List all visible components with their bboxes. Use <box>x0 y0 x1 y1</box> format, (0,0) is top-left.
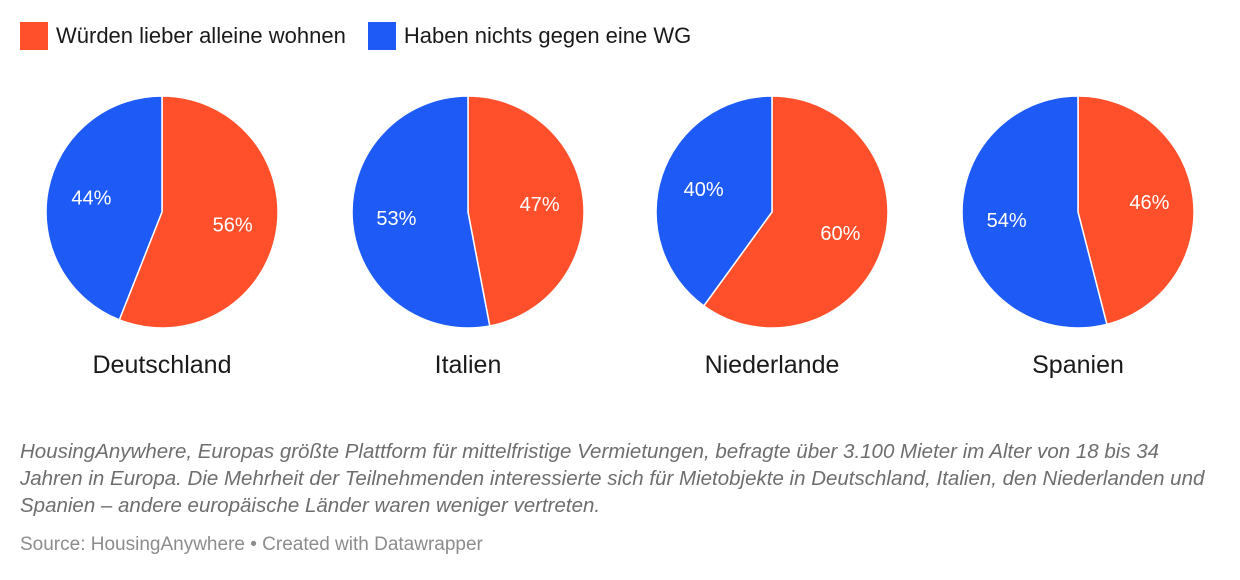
pie-spanien: 46% 54% Spanien <box>961 95 1195 379</box>
pie-title-deutschland: Deutschland <box>93 351 232 379</box>
chart-source: Source: HousingAnywhere • Created with D… <box>20 534 483 555</box>
pie-slice-spanien-shared <box>961 95 1108 329</box>
legend-label-alone: Würden lieber alleine wohnen <box>56 23 346 48</box>
pie-title-spanien: Spanien <box>1032 351 1124 379</box>
pie-value-label-deutschland-alone: 56% <box>213 215 253 237</box>
pie-deutschland: 56% 44% Deutschland <box>45 95 279 379</box>
legend-label-shared: Haben nichts gegen eine WG <box>403 23 692 48</box>
pie-value-label-italien-shared: 53% <box>376 208 416 230</box>
pie-value-label-niederlande-alone: 60% <box>820 223 860 245</box>
pie-slice-niederlande-shared <box>655 95 773 307</box>
pie-slice-niederlande-alone <box>702 95 889 329</box>
pie-value-label-niederlande-shared: 40% <box>684 179 724 201</box>
legend-swatch-shared <box>367 22 396 50</box>
pie-value-label-spanien-alone: 46% <box>1129 192 1169 214</box>
pie-value-label-spanien-shared: 54% <box>987 210 1027 232</box>
pie-slice-italien-shared <box>351 95 491 329</box>
pie-charts: 56% 44% Deutschland 47% 53% Italien 60% 40% Nied… <box>45 95 1195 379</box>
pie-niederlande: 60% 40% Niederlande <box>655 95 889 379</box>
legend-item-shared: Haben nichts gegen eine WG <box>367 22 692 50</box>
legend-swatch-alone <box>20 22 48 50</box>
pie-value-label-italien-alone: 47% <box>520 194 560 216</box>
legend: Würden lieber alleine wohnen Haben nicht… <box>20 22 691 50</box>
pie-title-niederlande: Niederlande <box>705 351 840 379</box>
pie-slice-deutschland-shared <box>45 95 163 321</box>
pie-slice-deutschland-alone <box>118 95 279 329</box>
pie-slice-italien-alone <box>467 95 585 327</box>
legend-item-alone: Würden lieber alleine wohnen <box>20 22 346 50</box>
pie-slice-spanien-alone <box>1077 95 1195 326</box>
chart-note: HousingAnywhere, Europas größte Plattfor… <box>20 440 1205 517</box>
pie-title-italien: Italien <box>435 351 502 379</box>
pie-italien: 47% 53% Italien <box>351 95 585 379</box>
pie-value-label-deutschland-shared: 44% <box>71 188 111 210</box>
